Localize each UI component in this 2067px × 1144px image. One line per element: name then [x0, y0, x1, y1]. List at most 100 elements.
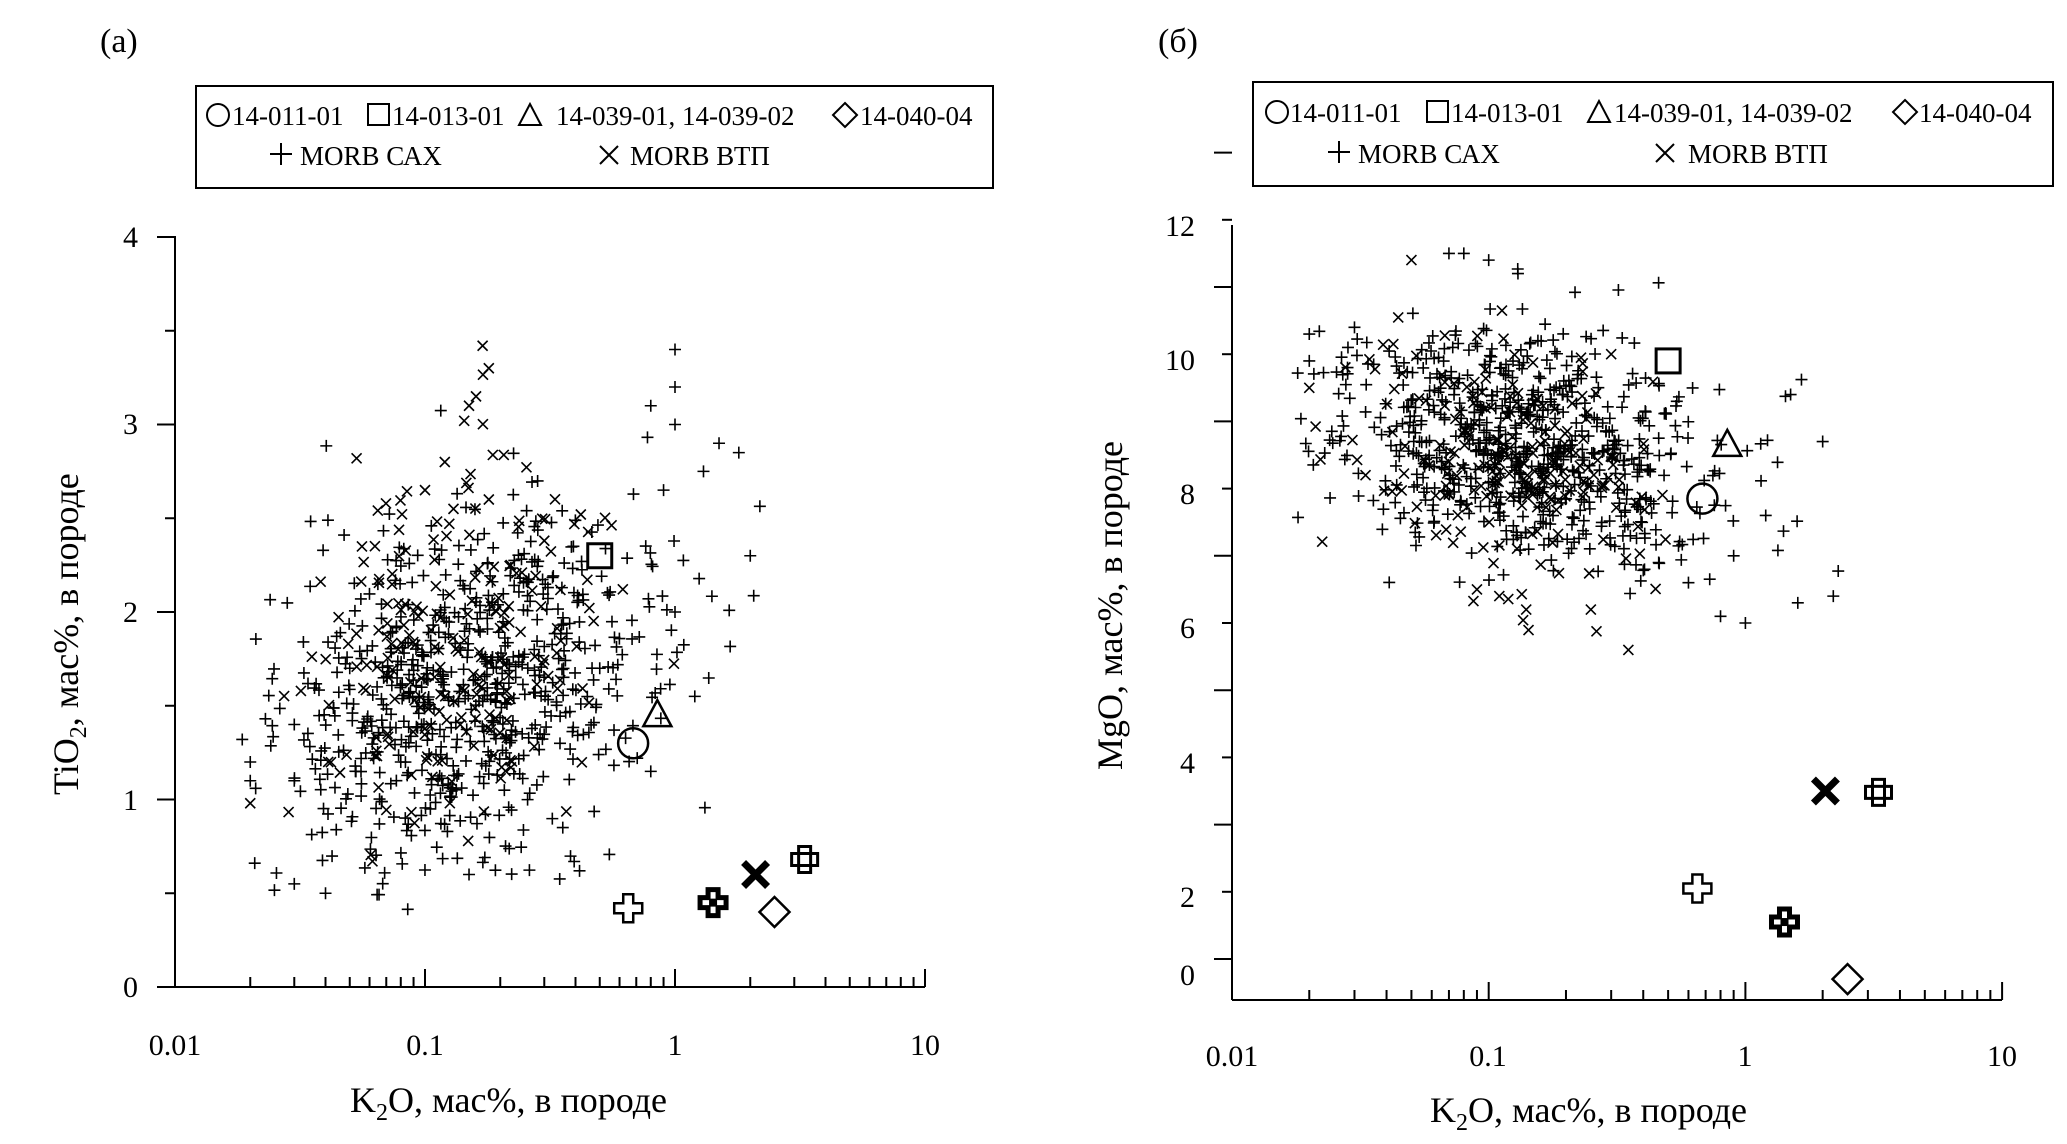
data-point-x	[440, 530, 453, 542]
panel-a-y-tick-labels: 0 1 2 3 4	[123, 221, 138, 1004]
data-point-plus	[1417, 361, 1430, 374]
data-point-x	[1457, 428, 1469, 440]
data-point-plus	[359, 746, 372, 759]
data-point-plus	[491, 686, 504, 699]
data-point-plus	[603, 589, 616, 602]
data-point-x	[1636, 491, 1648, 503]
data-point-plus	[608, 724, 621, 737]
data-point-x	[1444, 445, 1457, 458]
data-point-x	[513, 515, 525, 527]
data-point-x	[425, 720, 437, 732]
data-point-plus	[1415, 436, 1428, 449]
data-point-x	[1452, 509, 1464, 521]
data-point-x	[1310, 420, 1322, 433]
data-point-square	[1654, 347, 1682, 375]
data-point-plus	[244, 774, 257, 787]
data-point-plus	[528, 664, 541, 677]
data-point-plus	[1669, 419, 1682, 432]
data-point-x	[443, 518, 455, 530]
data-point-plus	[639, 540, 652, 553]
data-point-plus	[1653, 449, 1666, 462]
data-point-plus	[1618, 520, 1631, 533]
data-point-plus	[463, 622, 476, 635]
data-point-plus	[358, 861, 371, 874]
data-point-plus	[1477, 322, 1490, 335]
panel-a-legend-square-label: 14-013-01	[392, 101, 504, 131]
data-point-plus	[538, 705, 551, 718]
data-point-plus	[375, 598, 388, 611]
data-point-plus	[373, 793, 386, 806]
data-point-x	[386, 664, 398, 676]
data-point-plus	[337, 744, 350, 757]
data-point-plus	[1409, 526, 1422, 539]
series-half-cross	[697, 887, 729, 919]
data-point-plus	[1533, 501, 1546, 514]
data-point-plus	[330, 823, 343, 836]
data-point-plus	[419, 801, 432, 814]
data-point-plus	[1406, 393, 1419, 406]
data-point-plus	[1343, 392, 1356, 405]
data-point-plus	[264, 739, 277, 752]
data-point-plus	[281, 596, 294, 609]
panel-a-x-tick-label: 0.01	[149, 1029, 202, 1062]
data-point-x	[462, 608, 474, 620]
data-point-plus	[1480, 324, 1493, 337]
data-point-diamond	[757, 895, 792, 929]
data-point-x	[1557, 466, 1569, 478]
data-point-plus	[451, 852, 464, 865]
data-point-plus	[1307, 367, 1320, 380]
data-point-plus	[497, 516, 510, 529]
data-point-x	[458, 634, 470, 646]
data-point-plus	[509, 725, 522, 738]
data-point-x	[537, 658, 549, 670]
data-point-x	[1439, 376, 1451, 388]
data-point-plus	[1389, 496, 1402, 509]
data-point-plus	[382, 665, 395, 678]
data-point-x	[535, 600, 547, 612]
data-point-plus	[318, 708, 331, 721]
data-point-plus	[408, 786, 421, 799]
data-point-x	[1436, 369, 1448, 381]
data-point-plus	[1759, 509, 1772, 522]
data-point-x	[434, 612, 447, 624]
data-point-plus	[1816, 435, 1829, 448]
data-point-plus	[550, 696, 563, 709]
data-point-plus	[1545, 554, 1558, 567]
data-point-x	[505, 559, 517, 571]
data-point-plus	[1452, 478, 1465, 491]
data-point-plus	[266, 719, 279, 732]
data-point-x	[1545, 494, 1557, 506]
data-point-plus	[1497, 510, 1510, 523]
data-point-plus	[1491, 507, 1504, 520]
data-point-plus	[1352, 467, 1365, 480]
data-point-plus	[458, 625, 471, 638]
data-point-plus	[604, 585, 617, 598]
data-point-plus	[1597, 324, 1610, 337]
data-point-plus	[546, 812, 559, 825]
legend-square-icon	[367, 103, 390, 126]
data-point-plus	[458, 582, 471, 595]
data-point-x	[471, 688, 483, 700]
data-point-plus	[1606, 424, 1619, 437]
data-point-plus	[744, 549, 757, 562]
panel-a-x-axis-title: K2O, мас%, в породе	[350, 1080, 667, 1126]
data-point-plus	[507, 488, 520, 501]
series-x	[1303, 254, 1672, 656]
data-point-x	[421, 751, 433, 763]
data-point-x	[365, 849, 377, 861]
data-point-x	[342, 638, 354, 650]
data-point-x	[341, 749, 353, 761]
data-point-plus	[389, 721, 402, 734]
data-point-plus	[1630, 377, 1643, 390]
data-point-x	[372, 505, 384, 517]
data-point-plus	[1637, 564, 1650, 577]
data-point-x	[1552, 528, 1564, 540]
data-point-plus	[481, 622, 494, 635]
data-point-plus	[1680, 460, 1693, 473]
data-point-plus	[1449, 325, 1462, 338]
data-point-x	[485, 575, 497, 587]
data-point-plus	[1486, 394, 1499, 407]
data-point-x	[396, 508, 408, 520]
data-point-plus	[1791, 515, 1804, 528]
data-point-x	[477, 418, 489, 430]
